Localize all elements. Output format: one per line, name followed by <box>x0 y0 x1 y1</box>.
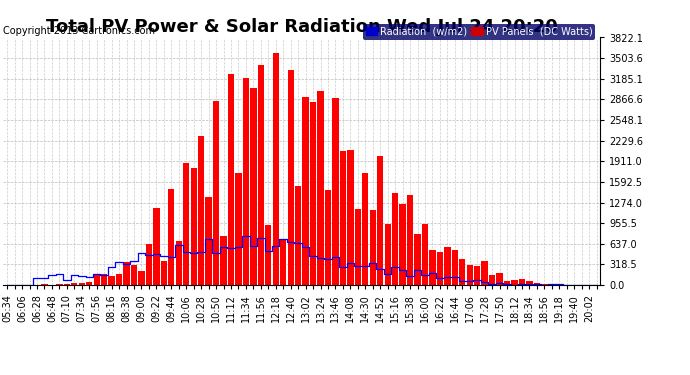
Bar <box>556 284 562 285</box>
Bar <box>220 236 227 285</box>
Bar <box>444 247 451 285</box>
Bar <box>153 209 159 285</box>
Bar <box>414 234 421 285</box>
Bar <box>466 265 473 285</box>
Bar <box>392 193 398 285</box>
Bar <box>452 250 458 285</box>
Bar <box>41 284 48 285</box>
Bar <box>116 274 122 285</box>
Bar <box>400 204 406 285</box>
Bar <box>101 274 108 285</box>
Bar <box>79 283 85 285</box>
Bar <box>533 283 540 285</box>
Bar <box>377 156 384 285</box>
Bar <box>63 284 70 285</box>
Bar <box>86 282 92 285</box>
Bar <box>302 96 309 285</box>
Legend: Radiation  (w/m2), PV Panels  (DC Watts): Radiation (w/m2), PV Panels (DC Watts) <box>363 24 595 40</box>
Bar <box>384 224 391 285</box>
Bar <box>273 53 279 285</box>
Bar <box>437 252 443 285</box>
Bar <box>362 172 368 285</box>
Bar <box>161 261 167 285</box>
Bar <box>206 197 212 285</box>
Bar <box>295 186 302 285</box>
Bar <box>339 151 346 285</box>
Bar <box>168 189 175 285</box>
Bar <box>370 210 376 285</box>
Bar <box>474 266 480 285</box>
Bar <box>355 209 361 285</box>
Bar <box>228 74 234 285</box>
Bar <box>183 163 190 285</box>
Bar <box>288 70 294 285</box>
Bar <box>541 284 548 285</box>
Bar <box>280 239 286 285</box>
Title: Total PV Power & Solar Radiation Wed Jul 24 20:20: Total PV Power & Solar Radiation Wed Jul… <box>46 18 558 36</box>
Bar <box>519 279 525 285</box>
Bar <box>250 88 257 285</box>
Bar <box>243 78 249 285</box>
Bar <box>124 262 130 285</box>
Bar <box>235 173 242 285</box>
Bar <box>175 241 182 285</box>
Text: Copyright 2013 Cartronics.com: Copyright 2013 Cartronics.com <box>3 26 155 36</box>
Bar <box>198 136 204 285</box>
Bar <box>325 190 331 285</box>
Bar <box>526 281 533 285</box>
Bar <box>317 91 324 285</box>
Bar <box>108 276 115 285</box>
Bar <box>131 264 137 285</box>
Bar <box>459 259 466 285</box>
Bar <box>407 195 413 285</box>
Bar <box>56 284 63 285</box>
Bar <box>511 280 518 285</box>
Bar <box>310 102 316 285</box>
Bar <box>347 150 353 285</box>
Bar <box>257 64 264 285</box>
Bar <box>94 274 100 285</box>
Bar <box>429 250 435 285</box>
Bar <box>422 224 428 285</box>
Bar <box>333 98 339 285</box>
Bar <box>213 102 219 285</box>
Bar <box>146 244 152 285</box>
Bar <box>71 284 77 285</box>
Bar <box>496 273 503 285</box>
Bar <box>482 261 488 285</box>
Bar <box>504 280 510 285</box>
Bar <box>265 225 271 285</box>
Bar <box>138 272 145 285</box>
Bar <box>489 275 495 285</box>
Bar <box>190 168 197 285</box>
